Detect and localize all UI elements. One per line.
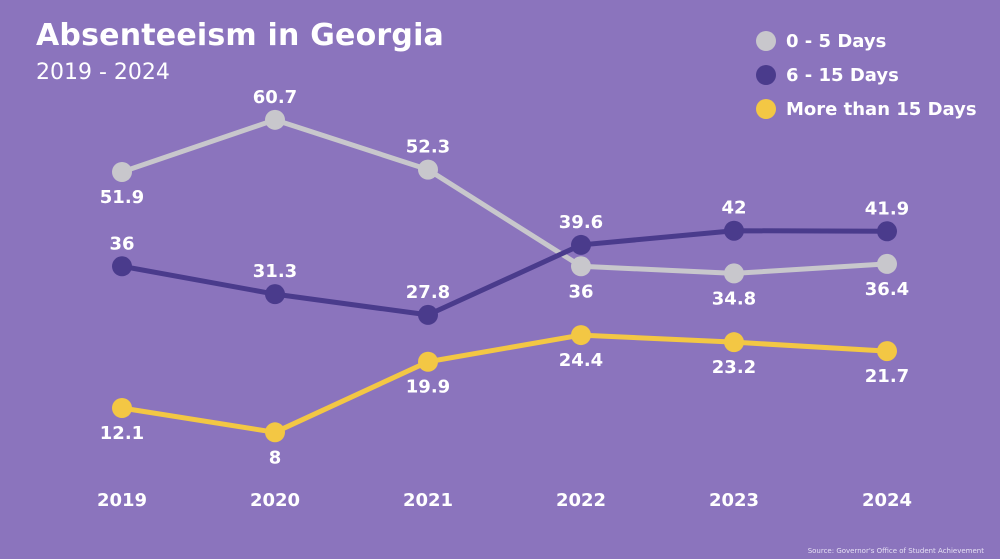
data-point-0-5-days-2020 bbox=[265, 109, 285, 130]
data-label-6-15-days-2021: 27.8 bbox=[406, 282, 450, 303]
chart-subtitle: 2019 - 2024 bbox=[36, 60, 170, 85]
legend-item-0-5-days: 0 - 5 Days bbox=[756, 24, 977, 58]
x-tick-label-2021: 2021 bbox=[403, 490, 453, 511]
data-point-more-than-15-days-2024 bbox=[877, 341, 897, 362]
data-point-more-than-15-days-2021 bbox=[418, 351, 438, 372]
x-tick-label-2023: 2023 bbox=[709, 490, 759, 511]
series-line-more-than-15-days bbox=[119, 332, 890, 435]
legend-swatch-6-15-days bbox=[756, 65, 776, 85]
legend: 0 - 5 Days 6 - 15 Days More than 15 Days bbox=[756, 24, 977, 126]
legend-item-6-15-days: 6 - 15 Days bbox=[756, 58, 977, 92]
data-point-6-15-days-2020 bbox=[265, 284, 285, 305]
legend-label-0-5-days: 0 - 5 Days bbox=[786, 30, 887, 52]
data-label-6-15-days-2019: 36 bbox=[109, 233, 134, 254]
legend-label-6-15-days: 6 - 15 Days bbox=[786, 64, 899, 86]
data-label-0-5-days-2021: 52.3 bbox=[406, 137, 450, 158]
chart-title: Absenteeism in Georgia bbox=[36, 18, 444, 53]
data-label-0-5-days-2022: 36 bbox=[568, 281, 593, 302]
data-label-0-5-days-2020: 60.7 bbox=[253, 87, 297, 108]
data-label-0-5-days-2023: 34.8 bbox=[712, 288, 756, 309]
data-point-more-than-15-days-2020 bbox=[265, 422, 285, 443]
legend-swatch-more-than-15-days bbox=[756, 99, 776, 119]
data-label-6-15-days-2023: 42 bbox=[721, 198, 746, 219]
data-label-more-than-15-days-2022: 24.4 bbox=[559, 350, 603, 371]
legend-label-more-than-15-days: More than 15 Days bbox=[786, 98, 977, 120]
series-line-6-15-days bbox=[119, 228, 890, 318]
data-label-0-5-days-2019: 51.9 bbox=[100, 187, 144, 208]
data-label-more-than-15-days-2023: 23.2 bbox=[712, 357, 756, 378]
data-point-0-5-days-2024 bbox=[877, 253, 897, 274]
data-point-more-than-15-days-2022 bbox=[571, 325, 591, 346]
data-label-6-15-days-2022: 39.6 bbox=[559, 212, 603, 233]
x-tick-label-2020: 2020 bbox=[250, 490, 300, 511]
data-point-6-15-days-2023 bbox=[724, 220, 744, 241]
data-label-more-than-15-days-2019: 12.1 bbox=[100, 423, 144, 444]
data-point-0-5-days-2019 bbox=[112, 162, 132, 182]
data-label-more-than-15-days-2021: 19.9 bbox=[406, 377, 450, 398]
data-label-more-than-15-days-2020: 8 bbox=[269, 447, 282, 468]
data-point-more-than-15-days-2019 bbox=[112, 398, 132, 418]
data-label-6-15-days-2024: 41.9 bbox=[865, 198, 909, 219]
data-point-6-15-days-2019 bbox=[112, 256, 132, 277]
x-tick-label-2022: 2022 bbox=[556, 490, 606, 511]
data-point-6-15-days-2024 bbox=[877, 221, 897, 242]
series-line-0-5-days bbox=[119, 117, 890, 276]
legend-item-more-than-15-days: More than 15 Days bbox=[756, 92, 977, 126]
x-tick-label-2019: 2019 bbox=[97, 490, 147, 511]
data-label-6-15-days-2020: 31.3 bbox=[253, 261, 297, 282]
data-point-0-5-days-2022 bbox=[571, 256, 591, 277]
data-label-more-than-15-days-2024: 21.7 bbox=[865, 366, 909, 387]
source-note: Source: Governor's Office of Student Ach… bbox=[807, 547, 984, 555]
data-label-0-5-days-2024: 36.4 bbox=[865, 279, 909, 300]
data-point-6-15-days-2022 bbox=[571, 234, 591, 255]
legend-swatch-0-5-days bbox=[756, 31, 776, 51]
data-point-0-5-days-2023 bbox=[724, 263, 744, 284]
x-tick-label-2024: 2024 bbox=[862, 490, 912, 511]
data-point-6-15-days-2021 bbox=[418, 304, 438, 325]
data-point-0-5-days-2021 bbox=[418, 159, 438, 180]
data-point-more-than-15-days-2023 bbox=[724, 332, 744, 353]
